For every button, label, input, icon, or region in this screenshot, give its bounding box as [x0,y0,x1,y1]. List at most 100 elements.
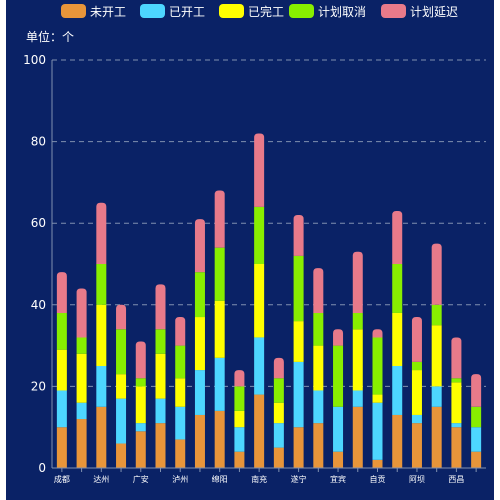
bar-stack[interactable] [372,329,383,468]
bar-stack[interactable] [96,202,107,468]
bar-segment[interactable] [155,398,166,424]
bar-segment[interactable] [76,402,87,420]
bar-segment[interactable] [56,312,67,350]
bar-segment[interactable] [313,268,324,313]
bar-segment[interactable] [451,423,462,428]
bar-segment[interactable] [254,394,265,468]
bar-segment[interactable] [431,386,442,407]
bar-segment[interactable] [175,406,186,440]
bar-segment[interactable] [372,337,383,395]
bar-segment[interactable] [234,451,245,468]
bar-segment[interactable] [411,370,422,415]
bar-segment[interactable] [76,288,87,338]
bar-segment[interactable] [352,406,363,468]
bar-segment[interactable] [155,353,166,399]
bar-segment[interactable] [333,329,344,346]
legend-item[interactable]: 计划延迟 [381,4,458,19]
bar-stack[interactable] [155,284,166,468]
bar-segment[interactable] [333,345,344,407]
bar-segment[interactable] [194,317,205,371]
bar-segment[interactable] [214,247,225,301]
bar-segment[interactable] [471,427,482,452]
bar-segment[interactable] [56,272,67,313]
bar-segment[interactable] [155,284,166,330]
bar-stack[interactable] [431,243,442,468]
bar-segment[interactable] [214,410,225,468]
bar-stack[interactable] [451,337,462,468]
legend-item[interactable]: 已开工 [140,4,205,19]
bar-segment[interactable] [392,312,403,366]
bar-segment[interactable] [116,329,127,375]
bar-segment[interactable] [333,406,344,452]
bar-segment[interactable] [392,210,403,264]
legend-item[interactable]: 计划取消 [289,4,366,19]
bar-stack[interactable] [471,374,482,468]
bar-segment[interactable] [116,398,127,444]
bar-segment[interactable] [372,459,383,468]
bar-stack[interactable] [293,215,304,468]
bar-segment[interactable] [234,386,245,411]
bar-segment[interactable] [411,317,422,362]
bar-segment[interactable] [175,317,186,346]
bar-segment[interactable] [471,451,482,468]
bar-segment[interactable] [451,337,462,379]
bar-segment[interactable] [372,329,383,338]
bar-segment[interactable] [96,366,107,407]
bar-segment[interactable] [135,378,146,387]
bar-segment[interactable] [431,325,442,387]
bar-segment[interactable] [411,361,422,371]
bar-stack[interactable] [56,272,67,468]
bar-segment[interactable] [116,443,127,468]
bar-segment[interactable] [56,390,67,428]
bar-segment[interactable] [214,190,225,248]
bar-segment[interactable] [214,300,225,358]
bar-segment[interactable] [234,410,245,428]
bar-segment[interactable] [392,414,403,468]
bar-segment[interactable] [76,419,87,468]
bar-segment[interactable] [293,361,304,428]
bar-stack[interactable] [273,357,284,468]
bar-segment[interactable] [333,451,344,468]
bar-segment[interactable] [194,414,205,468]
bar-segment[interactable] [155,423,166,468]
bar-segment[interactable] [273,447,284,468]
bar-segment[interactable] [431,304,442,326]
bar-stack[interactable] [352,251,363,468]
bar-segment[interactable] [352,251,363,313]
bar-segment[interactable] [273,402,284,424]
bar-segment[interactable] [135,341,146,379]
bar-segment[interactable] [254,264,265,338]
bar-stack[interactable] [333,329,344,468]
bar-segment[interactable] [392,264,403,313]
bar-segment[interactable] [175,345,186,379]
bar-segment[interactable] [313,345,324,391]
bar-stack[interactable] [214,190,225,468]
bar-segment[interactable] [254,337,265,395]
bar-segment[interactable] [194,272,205,318]
bar-stack[interactable] [76,288,87,468]
bar-stack[interactable] [135,341,146,468]
bar-segment[interactable] [293,321,304,362]
bar-stack[interactable] [411,317,422,468]
bar-segment[interactable] [96,202,107,264]
bar-segment[interactable] [293,215,304,256]
bar-segment[interactable] [135,431,146,468]
bar-segment[interactable] [135,423,146,432]
bar-stack[interactable] [194,219,205,468]
bar-segment[interactable] [254,206,265,264]
bar-segment[interactable] [451,427,462,468]
bar-segment[interactable] [431,243,442,305]
bar-segment[interactable] [234,427,245,452]
legend-item[interactable]: 未开工 [61,4,126,19]
bar-segment[interactable] [313,312,324,346]
bar-segment[interactable] [352,329,363,391]
bar-segment[interactable] [293,255,304,322]
bar-segment[interactable] [273,423,284,448]
bar-segment[interactable] [155,329,166,354]
bar-segment[interactable] [273,357,284,379]
bar-stack[interactable] [313,268,324,468]
bar-segment[interactable] [313,390,324,424]
bar-segment[interactable] [56,349,67,391]
bar-segment[interactable] [471,406,482,428]
bar-segment[interactable] [273,378,284,403]
